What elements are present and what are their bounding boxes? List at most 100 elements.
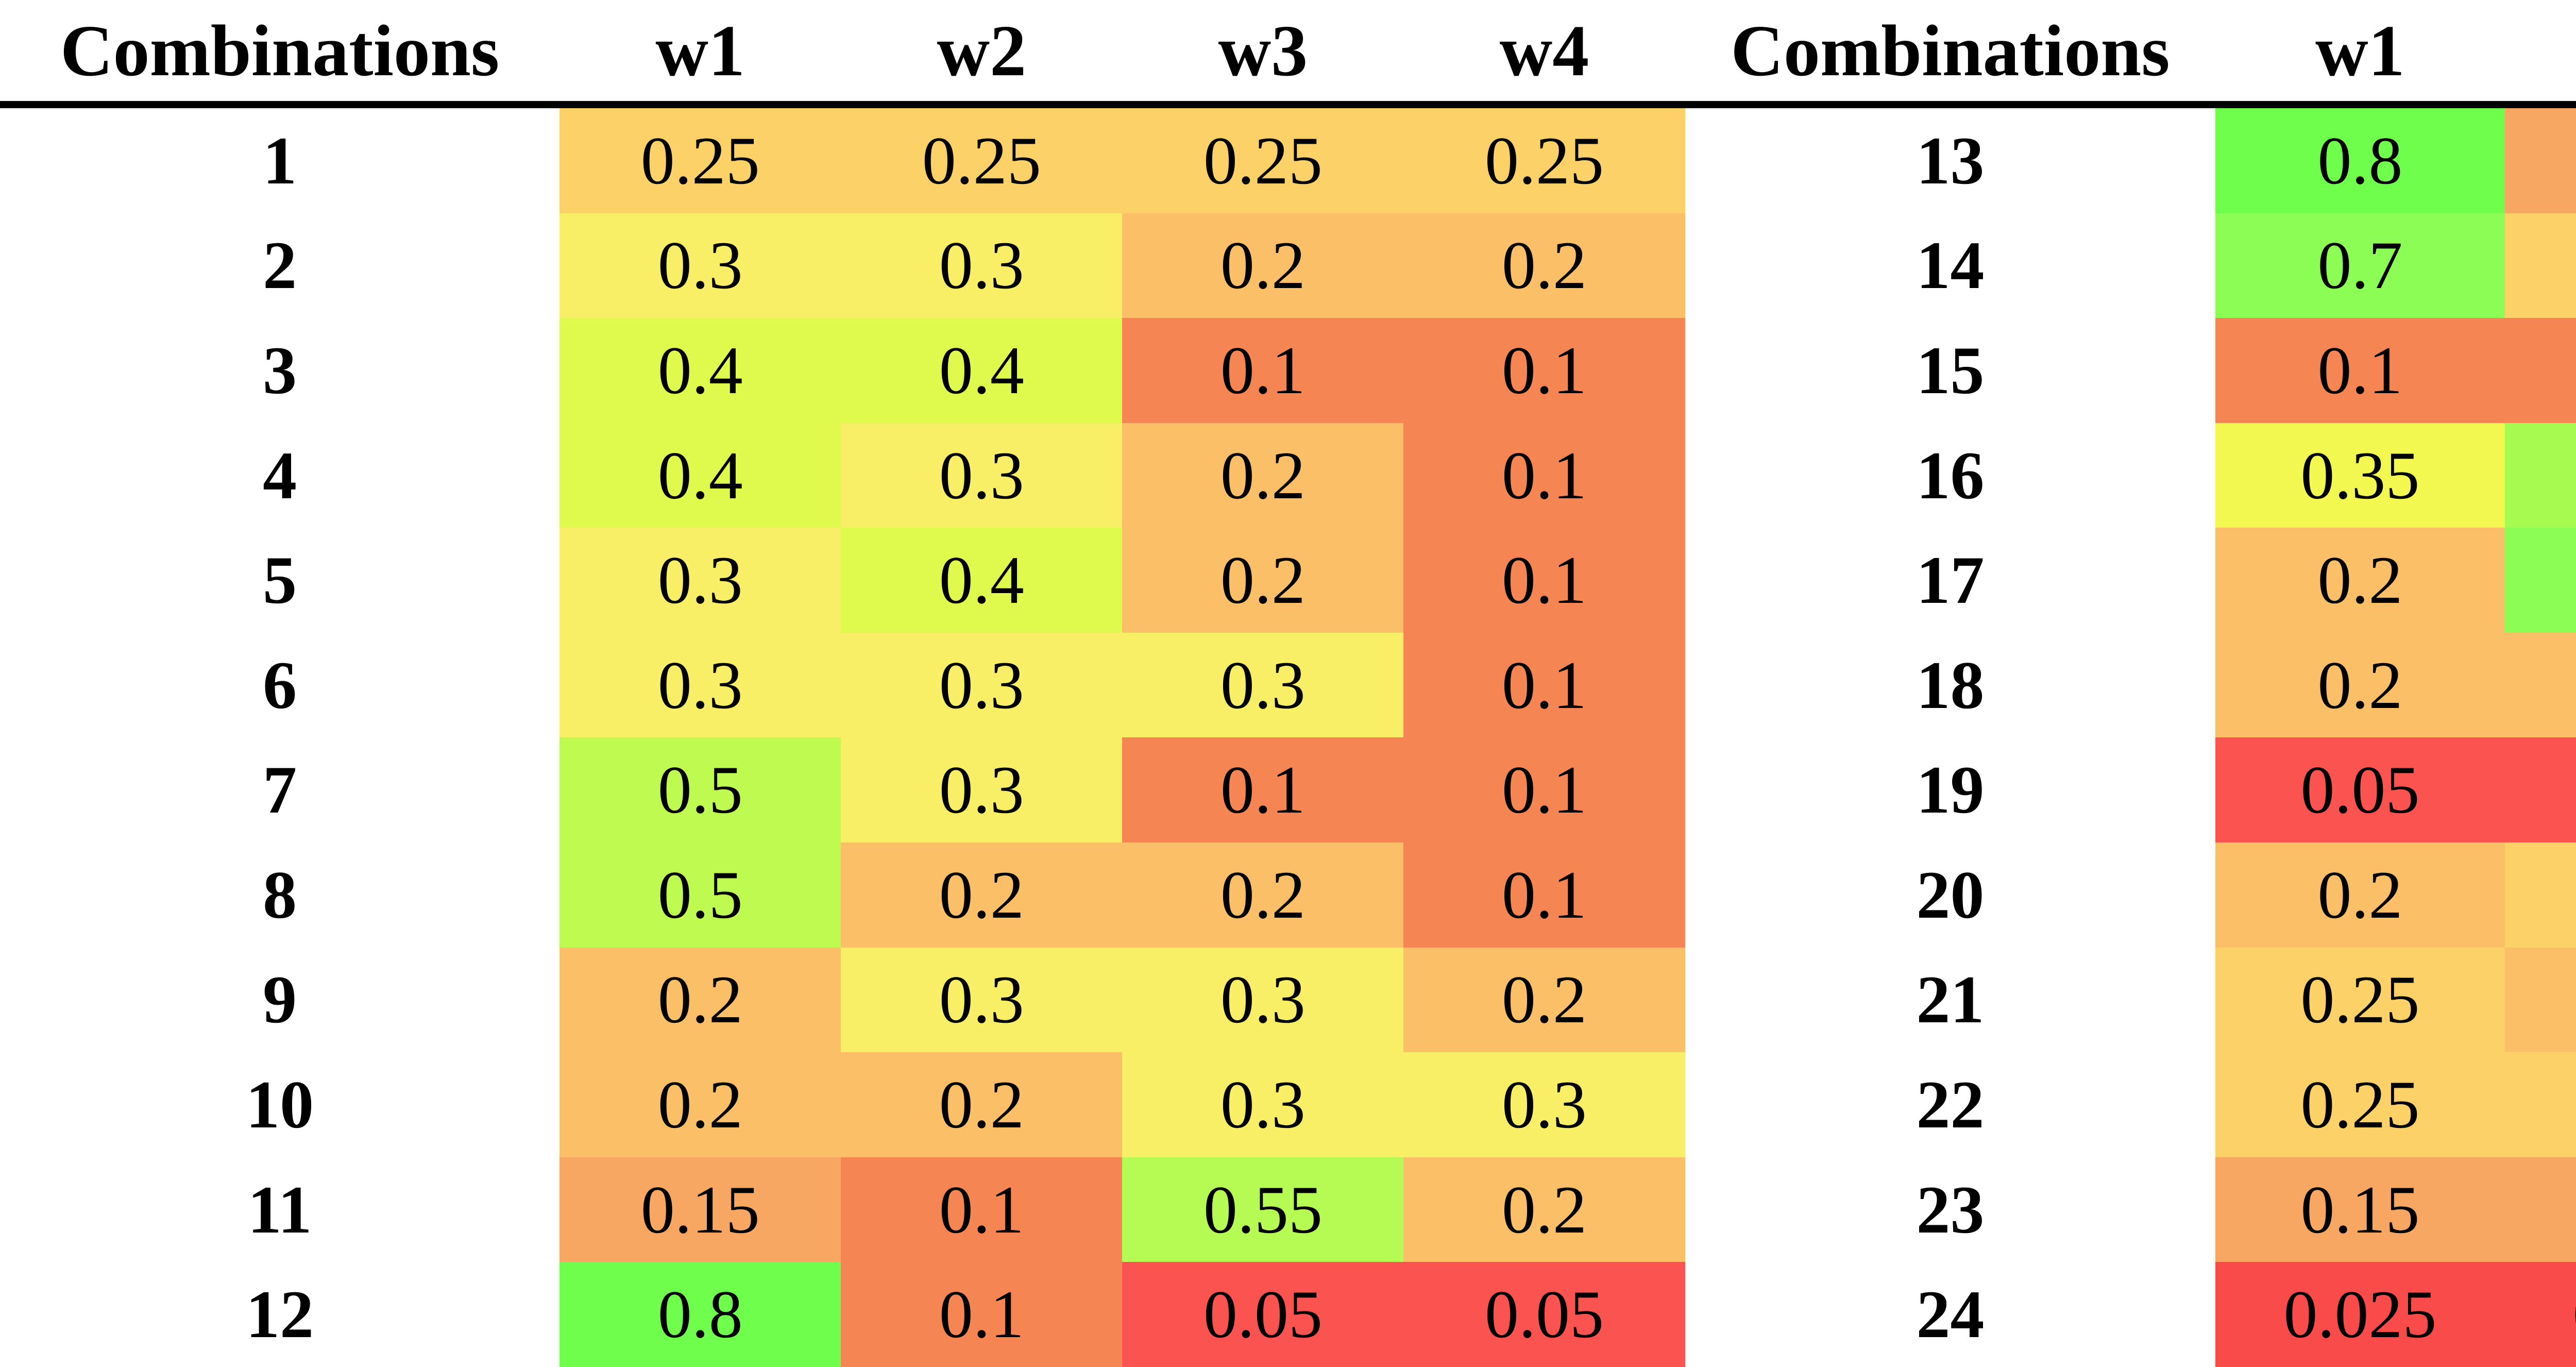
weight-cell: 0.3 — [841, 632, 1123, 738]
combinations-table-left: Combinations w1 w2 w3 w4 1 0.25 0.25 0.25 0.… — [0, 0, 1685, 1367]
weight-cell: 0.3 — [841, 737, 1123, 843]
combination-number: 23 — [1685, 1157, 2216, 1262]
combination-number: 8 — [0, 842, 560, 948]
table-row: 6 0.3 0.3 0.3 0.1 — [0, 632, 1685, 738]
table-row: 210.250.20.10.45 — [1685, 947, 2576, 1053]
weight-cell: 0.2 — [2504, 632, 2576, 738]
table-row: 10 0.2 0.2 0.3 0.3 — [0, 1052, 1685, 1157]
table-row: 170.20.70.050.05 — [1685, 528, 2576, 633]
column-header-w1: w1 — [560, 0, 841, 101]
table-row: 230.150.150.40.3 — [1685, 1157, 2576, 1262]
combination-number: 24 — [1685, 1262, 2216, 1367]
weight-cell: 0.3 — [560, 213, 841, 318]
combination-number: 17 — [1685, 528, 2216, 633]
table-row: 8 0.5 0.2 0.2 0.1 — [0, 842, 1685, 948]
combination-number: 14 — [1685, 213, 2216, 318]
combination-number: 5 — [0, 528, 560, 633]
table-row: 4 0.4 0.3 0.2 0.1 — [0, 423, 1685, 528]
combination-number: 11 — [0, 1157, 560, 1262]
combination-number: 1 — [0, 108, 560, 213]
weight-cell: 0.05 — [1122, 1262, 1404, 1367]
combination-number: 12 — [0, 1262, 560, 1367]
weight-cell: 0.2 — [1122, 423, 1404, 528]
table-row: 240.0250.0250.70.25 — [1685, 1262, 2576, 1367]
combination-number: 20 — [1685, 842, 2216, 948]
weight-cell: 0.3 — [1403, 1052, 1685, 1157]
weight-cell: 0.05 — [1403, 1262, 1685, 1367]
weight-cell: 0.1 — [2504, 318, 2576, 423]
weight-cell: 0.8 — [2215, 108, 2505, 213]
weight-cell: 0.25 — [560, 108, 841, 213]
weight-cell: 0.2 — [1122, 842, 1404, 948]
weight-cell: 0.2 — [1403, 947, 1685, 1053]
combination-number: 6 — [0, 632, 560, 738]
weight-cell: 0.25 — [2215, 947, 2505, 1053]
table-row: 180.20.20.10.5 — [1685, 632, 2576, 738]
weight-cell: 0.5 — [560, 737, 841, 843]
combination-number: 16 — [1685, 423, 2216, 528]
weight-cell: 0.6 — [2504, 423, 2576, 528]
combination-number: 13 — [1685, 108, 2216, 213]
table-row: 200.20.250.50.05 — [1685, 842, 2576, 948]
table-row: 9 0.2 0.3 0.3 0.2 — [0, 947, 1685, 1053]
weight-cell: 0.1 — [1122, 737, 1404, 843]
combinations-table-right: Combinations w1 w2 w3 w4 130.80.150.0250… — [1685, 0, 2576, 1367]
table-row: 5 0.3 0.4 0.2 0.1 — [0, 528, 1685, 633]
weight-cell: 0.15 — [560, 1157, 841, 1262]
table-row: 150.10.10.50.3 — [1685, 318, 2576, 423]
weight-cell: 0.05 — [2215, 737, 2505, 843]
weight-cell: 0.4 — [841, 318, 1123, 423]
combination-number: 4 — [0, 423, 560, 528]
weight-cell: 0.1 — [841, 1262, 1123, 1367]
table-header-left: Combinations w1 w2 w3 w4 — [0, 0, 1685, 108]
table-body-left: 1 0.25 0.25 0.25 0.25 2 0.3 0.3 0.2 0.2 3 0.4 0.4 0.1… — [0, 108, 1685, 1367]
table-row: 190.050.050.60.3 — [1685, 737, 2576, 843]
weight-cell: 0.8 — [560, 1262, 841, 1367]
table-row: 220.250.250.10.4 — [1685, 1052, 2576, 1157]
weight-cell: 0.2 — [2215, 528, 2505, 633]
combination-number: 10 — [0, 1052, 560, 1157]
weight-cell: 0.025 — [2215, 1262, 2505, 1367]
weight-cell: 0.4 — [841, 528, 1123, 633]
combination-number: 21 — [1685, 947, 2216, 1053]
weight-cell: 0.1 — [1403, 528, 1685, 633]
weight-cell: 0.3 — [1122, 632, 1404, 738]
weight-cell: 0.1 — [841, 1157, 1123, 1262]
weight-cell: 0.1 — [1403, 423, 1685, 528]
weight-cell: 0.25 — [2504, 1052, 2576, 1157]
weight-cell: 0.25 — [841, 108, 1123, 213]
weight-cell: 0.3 — [560, 632, 841, 738]
weight-cell: 0.2 — [841, 1052, 1123, 1157]
weight-cell: 0.2 — [560, 947, 841, 1053]
weight-cell: 0.4 — [560, 423, 841, 528]
combination-number: 9 — [0, 947, 560, 1053]
weight-cell: 0.025 — [2504, 1262, 2576, 1367]
combination-number: 2 — [0, 213, 560, 318]
combination-number: 3 — [0, 318, 560, 423]
column-header-w3: w3 — [1122, 0, 1404, 101]
weight-cell: 0.1 — [1403, 737, 1685, 843]
table-row: 130.80.150.0250.025 — [1685, 108, 2576, 213]
weight-cell: 0.2 — [2215, 632, 2505, 738]
weight-cell: 0.5 — [560, 842, 841, 948]
weight-cell: 0.05 — [2504, 737, 2576, 843]
weight-cell: 0.25 — [2215, 1052, 2505, 1157]
weight-cell: 0.35 — [2215, 423, 2505, 528]
weight-cell: 0.3 — [1122, 947, 1404, 1053]
weight-cell: 0.2 — [2504, 947, 2576, 1053]
weight-cell: 0.1 — [1403, 632, 1685, 738]
weight-cell: 0.7 — [2504, 528, 2576, 633]
weight-cell: 0.1 — [1403, 318, 1685, 423]
column-header-combinations: Combinations — [0, 0, 560, 101]
column-header-w4: w4 — [1403, 0, 1685, 101]
table-row: 3 0.4 0.4 0.1 0.1 — [0, 318, 1685, 423]
column-header-w2: w2 — [841, 0, 1123, 101]
weight-cell: 0.4 — [560, 318, 841, 423]
table-row: 12 0.8 0.1 0.05 0.05 — [0, 1262, 1685, 1367]
combination-number: 7 — [0, 737, 560, 843]
table-row: 1 0.25 0.25 0.25 0.25 — [0, 108, 1685, 213]
weight-cell: 0.15 — [2215, 1157, 2505, 1262]
table-row: 160.350.60.0250.025 — [1685, 423, 2576, 528]
table-body-right: 130.80.150.0250.02514 0.7 0.25 0.0250.025 15… — [1685, 108, 2576, 1367]
